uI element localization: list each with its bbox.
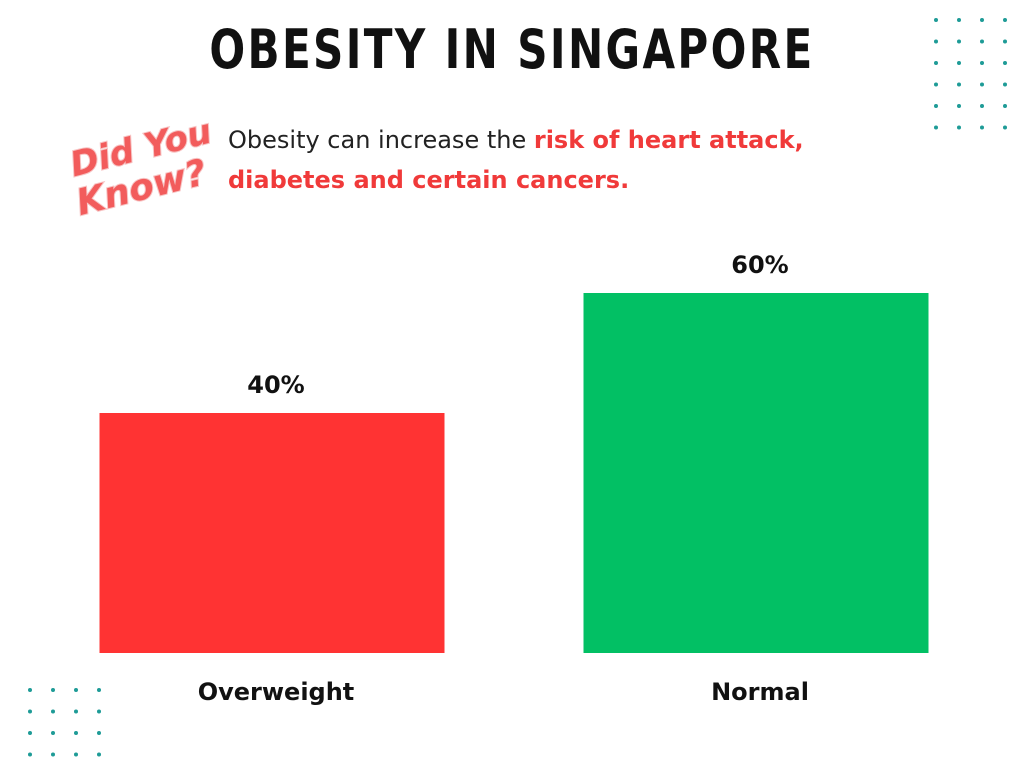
data-label-overweight: 40% xyxy=(247,371,304,399)
decor-dot xyxy=(1003,82,1007,87)
decor-dot xyxy=(957,61,961,65)
decor-dot xyxy=(1003,18,1007,22)
decor-dot xyxy=(74,688,78,692)
decor-dot xyxy=(980,61,984,65)
decor-dot xyxy=(980,104,984,108)
decor-dot xyxy=(97,688,101,692)
decor-dot xyxy=(28,752,32,757)
decor-dot xyxy=(980,125,984,130)
decor-dot xyxy=(28,688,32,692)
decor-dot xyxy=(28,709,32,714)
data-label-normal: 60% xyxy=(731,251,788,279)
decor-dot xyxy=(957,18,961,22)
decor-dot xyxy=(97,709,101,714)
decor-dot xyxy=(74,709,78,714)
decor-dot xyxy=(51,731,55,735)
info-text: Obesity can increase the risk of heart a… xyxy=(228,120,928,200)
decor-dot xyxy=(980,18,984,22)
decor-dot xyxy=(51,688,55,692)
decor-dot xyxy=(74,752,78,757)
decor-dot xyxy=(957,39,961,44)
decor-dot xyxy=(1003,104,1007,108)
decor-dot xyxy=(51,752,55,757)
decor-dot xyxy=(934,82,938,87)
decor-dot xyxy=(1003,39,1007,44)
info-text-highlight-1: risk of heart attack, xyxy=(533,126,804,154)
dot-grid-bottom-left xyxy=(28,688,101,757)
decor-dot xyxy=(957,125,961,130)
decor-dot xyxy=(957,82,961,87)
decor-dot xyxy=(1003,61,1007,65)
info-text-prefix: Obesity can increase the xyxy=(228,126,534,154)
category-label-normal: Normal xyxy=(711,678,809,706)
decor-dot xyxy=(51,709,55,714)
decor-dot xyxy=(1003,125,1007,130)
decor-dot xyxy=(934,104,938,108)
decor-dot xyxy=(74,731,78,735)
dot-grid-top-right xyxy=(934,18,1007,130)
did-you-know-logo: Did You Know? xyxy=(65,112,212,220)
page-title: OBESITY IN SINGAPORE xyxy=(209,18,815,81)
decor-dot xyxy=(28,731,32,735)
decor-dot xyxy=(934,39,938,44)
decor-dot xyxy=(980,82,984,87)
decor-dot xyxy=(980,39,984,44)
decor-dot xyxy=(97,731,101,735)
decor-dot xyxy=(957,104,961,108)
decor-dot xyxy=(934,61,938,65)
category-label-overweight: Overweight xyxy=(198,678,355,706)
decor-dot xyxy=(934,18,938,22)
bar-chart: 40% Overweight 60% Normal xyxy=(99,251,929,706)
decor-dot xyxy=(934,125,938,130)
decor-dot xyxy=(97,752,101,757)
info-text-highlight-2: diabetes and certain cancers. xyxy=(228,166,630,194)
bar-overweight xyxy=(99,413,445,653)
bar-normal xyxy=(583,293,929,653)
